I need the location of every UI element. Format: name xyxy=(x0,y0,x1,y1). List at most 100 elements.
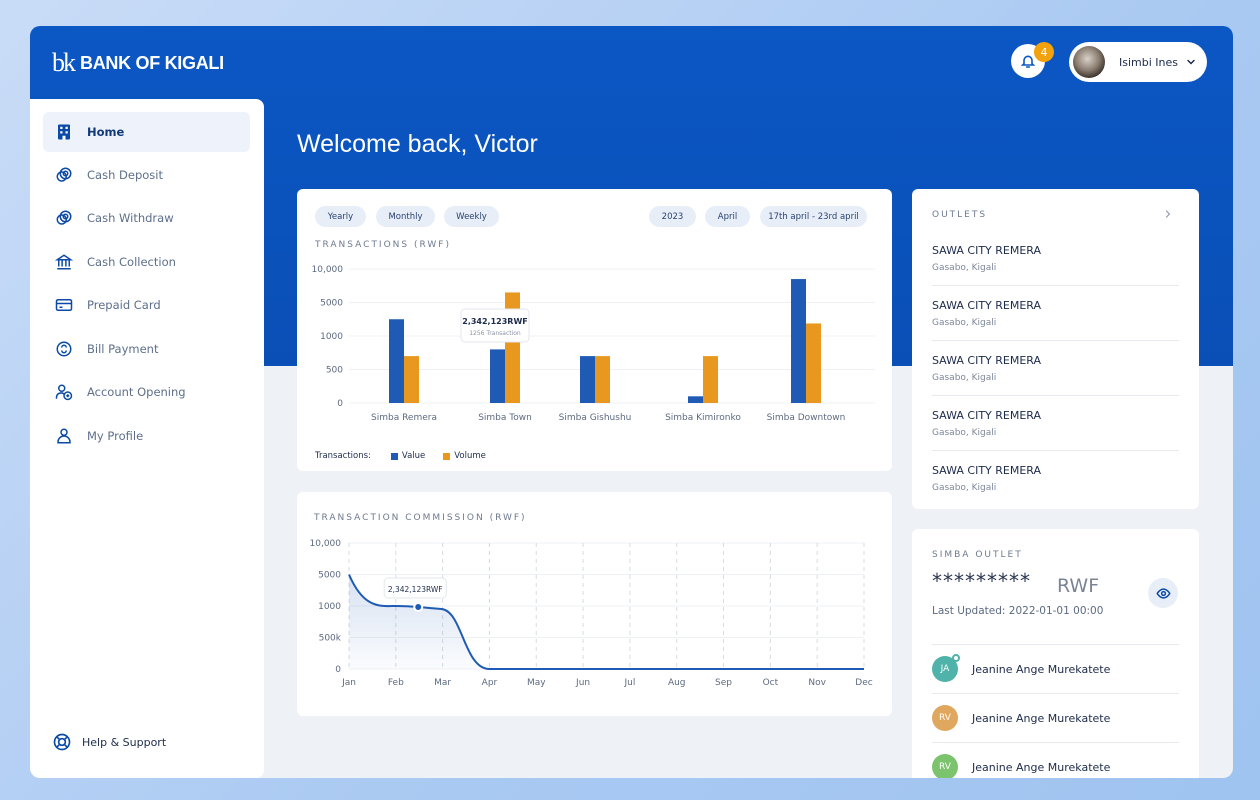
person-name: Jeanine Ange Murekatete xyxy=(972,711,1111,725)
chevron-down-icon xyxy=(1187,59,1195,65)
sidebar-item-bill-payment[interactable]: Bill Payment xyxy=(43,329,250,369)
y-tick-label: 1000 xyxy=(318,602,341,612)
legend-value-label: Value xyxy=(401,451,426,461)
person-name: Jeanine Ange Murekatete xyxy=(972,760,1111,774)
y-tick-label: 0 xyxy=(335,665,341,675)
x-tick-label: Jul xyxy=(623,678,635,688)
transactions-card: Yearly Monthly Weekly 2023 April 17th ap… xyxy=(297,189,892,471)
bell-icon xyxy=(1020,55,1036,68)
sidebar-item-my-profile[interactable]: My Profile xyxy=(43,416,250,456)
transactions-title: TRANSACTIONS (RWF) xyxy=(315,240,451,250)
outlet-name: SAWA CITY REMERA xyxy=(932,244,1042,257)
simba-outlet-title: SIMBA OUTLET xyxy=(932,550,1023,560)
x-tick-label: Simba Downtown xyxy=(767,413,846,423)
filter-weekly-chip[interactable]: Weekly xyxy=(444,206,499,227)
person-initials: JA xyxy=(940,664,950,674)
y-tick-label: 5000 xyxy=(318,571,341,581)
sidebar-item-cash-deposit[interactable]: Cash Deposit xyxy=(43,155,250,195)
sidebar-item-label: Cash Deposit xyxy=(87,168,163,182)
outlet-item[interactable]: SAWA CITY REMERA Gasabo, Kigali xyxy=(932,451,1179,506)
notification-count-badge: 4 xyxy=(1034,42,1054,62)
sidebar-item-cash-withdraw[interactable]: Cash Withdraw xyxy=(43,198,250,238)
outlet-item[interactable]: SAWA CITY REMERA Gasabo, Kigali xyxy=(932,341,1179,396)
sidebar-item-prepaid-card[interactable]: Prepaid Card xyxy=(43,285,250,325)
help-support-link[interactable]: Help & Support xyxy=(52,732,166,752)
chart-tooltip xyxy=(383,577,447,599)
bar-volume xyxy=(806,323,821,403)
date-range-chip[interactable]: 17th april - 23rd april xyxy=(760,206,867,227)
bill-icon xyxy=(53,338,75,360)
x-tick-label: Aug xyxy=(668,678,686,688)
person-item[interactable]: JA Jeanine Ange Murekatete xyxy=(932,644,1179,693)
commission-card: TRANSACTION COMMISSION (RWF) 10,000 5000 1… xyxy=(297,492,892,716)
simba-outlet-card: SIMBA OUTLET ********* RWF Last Updated:… xyxy=(912,529,1199,778)
eye-icon xyxy=(1155,587,1171,599)
sidebar-item-label: My Profile xyxy=(87,429,144,443)
y-tick-label: 10,000 xyxy=(312,265,344,275)
outlet-name: SAWA CITY REMERA xyxy=(932,299,1042,312)
coins-icon xyxy=(53,164,75,186)
filter-monthly-chip[interactable]: Monthly xyxy=(376,206,435,227)
show-balance-button[interactable] xyxy=(1148,578,1178,608)
outlet-item[interactable]: SAWA CITY REMERA Gasabo, Kigali xyxy=(932,396,1179,451)
month-chip[interactable]: April xyxy=(705,206,750,227)
bar-volume xyxy=(595,356,610,403)
x-tick-label: Apr xyxy=(482,678,498,688)
chevron-right-icon[interactable] xyxy=(1162,208,1174,220)
chart-tooltip xyxy=(460,308,530,343)
x-tick-label: Dec xyxy=(855,678,872,688)
sidebar-item-account-opening[interactable]: Account Opening xyxy=(43,372,250,412)
outlet-location: Gasabo, Kigali xyxy=(932,318,997,328)
tooltip-sub: 1256 Transaction xyxy=(469,330,521,337)
welcome-heading: Welcome back, Victor xyxy=(297,130,538,158)
person-avatar: RV xyxy=(932,754,958,778)
sidebar: Home Cash Deposit Cash Withdraw Cash Col… xyxy=(30,99,264,778)
sidebar-item-home[interactable]: Home xyxy=(43,112,250,152)
last-updated: Last Updated: 2022-01-01 00:00 xyxy=(932,605,1104,617)
x-tick-label: Nov xyxy=(808,678,826,688)
x-tick-label: Simba Town xyxy=(478,413,532,423)
x-tick-label: Oct xyxy=(763,678,779,688)
bar-value xyxy=(791,279,806,403)
tooltip-value: 2,342,123RWF xyxy=(462,317,528,326)
outlet-item[interactable]: SAWA CITY REMERA Gasabo, Kigali xyxy=(932,231,1179,286)
user-name: Isimbi Ines xyxy=(1119,55,1178,69)
outlets-title: OUTLETS xyxy=(932,210,988,220)
year-chip[interactable]: 2023 xyxy=(649,206,696,227)
y-tick-label: 10,000 xyxy=(310,539,342,549)
balance-currency: RWF xyxy=(1057,575,1100,597)
logo-mark: bk xyxy=(52,48,76,77)
legend-title: Transactions: xyxy=(315,451,371,461)
legend-volume-label: Volume xyxy=(454,451,486,461)
sidebar-item-label: Cash Withdraw xyxy=(87,211,174,225)
person-item[interactable]: RV Jeanine Ange Murekatete xyxy=(932,742,1179,778)
person-avatar: RV xyxy=(932,705,958,731)
card-icon xyxy=(53,294,75,316)
filter-yearly-chip[interactable]: Yearly xyxy=(315,206,366,227)
bar-volume xyxy=(703,356,718,403)
commission-title: TRANSACTION COMMISSION (RWF) xyxy=(314,513,527,523)
outlets-card: OUTLETS SAWA CITY REMERA Gasabo, Kigali … xyxy=(912,189,1199,509)
legend-volume-swatch xyxy=(443,452,451,460)
bar-value xyxy=(688,396,703,403)
outlet-item[interactable]: SAWA CITY REMERA Gasabo, Kigali xyxy=(932,286,1179,341)
sidebar-item-label: Account Opening xyxy=(87,385,186,399)
person-item[interactable]: RV Jeanine Ange Murekatete xyxy=(932,693,1179,742)
user-menu[interactable]: Isimbi Ines xyxy=(1069,42,1207,82)
bar-value xyxy=(490,349,505,403)
online-indicator xyxy=(952,654,960,662)
x-tick-label: Feb xyxy=(388,678,404,688)
person-avatar: JA xyxy=(932,654,960,682)
chart-legend: Transactions: Value Volume xyxy=(315,451,486,461)
outlet-location: Gasabo, Kigali xyxy=(932,263,997,273)
bar-value xyxy=(580,356,595,403)
person-initials: RV xyxy=(939,762,951,772)
y-tick-label: 500 xyxy=(326,366,343,376)
bank-logo[interactable]: bk BANK OF KIGALI xyxy=(52,50,224,76)
sidebar-item-cash-collection[interactable]: Cash Collection xyxy=(43,242,250,282)
lifebuoy-icon xyxy=(53,733,71,751)
x-tick-label: Mar xyxy=(434,678,451,688)
bank-icon xyxy=(53,251,75,273)
x-tick-label: Sep xyxy=(715,678,732,688)
